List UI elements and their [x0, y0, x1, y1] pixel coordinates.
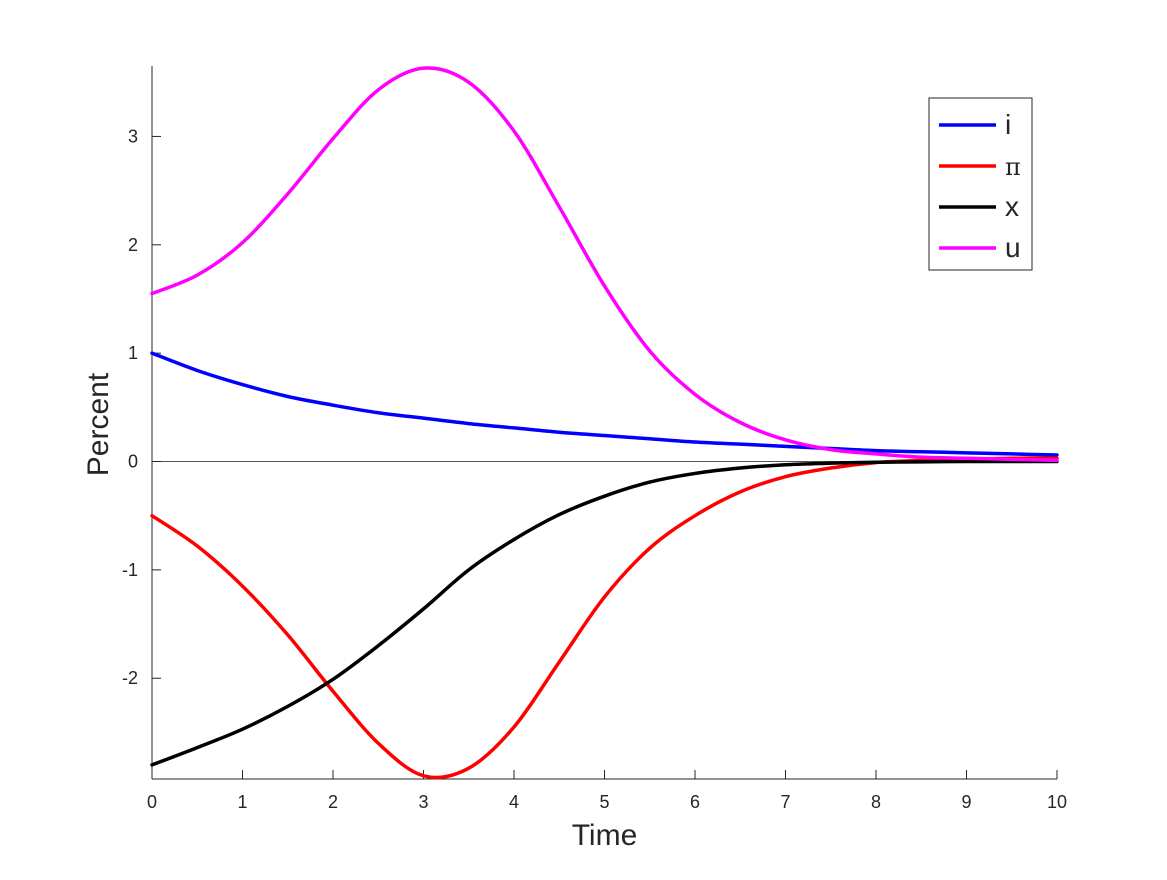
series-line-x: [150, 459, 1059, 767]
y-tick-label: -1: [122, 560, 138, 580]
y-tick-label: 0: [128, 452, 138, 472]
legend-label-u: u: [1005, 232, 1021, 263]
series-line-pi: [150, 456, 1059, 780]
x-tick-label: 4: [509, 792, 519, 812]
y-tick-label: 3: [128, 126, 138, 146]
x-tick-label: 2: [328, 792, 338, 812]
y-tick-label: 1: [128, 343, 138, 363]
series-line-i: [150, 351, 1059, 457]
legend-label-x: x: [1005, 191, 1019, 222]
x-tick-label: 0: [147, 792, 157, 812]
y-axis-title: Percent: [82, 372, 115, 476]
series-line-u: [150, 66, 1059, 463]
x-tick-label: 10: [1047, 792, 1067, 812]
y-tick-label: -2: [122, 668, 138, 688]
axes: 0 1 2 3 4 5 6 7 8 9 10 -2 -1 0 1 2 3: [122, 66, 1067, 812]
legend-label-pi: π: [1005, 153, 1021, 181]
x-axis-title: Time: [572, 819, 638, 852]
y-tick-label: 2: [128, 235, 138, 255]
x-tick-label: 7: [780, 792, 790, 812]
x-tick-label: 9: [961, 792, 971, 812]
x-tick-label: 8: [871, 792, 881, 812]
legend-label-i: i: [1005, 109, 1011, 140]
x-tick-label: 5: [599, 792, 609, 812]
x-tick-label: 6: [690, 792, 700, 812]
x-tick-label: 1: [237, 792, 247, 812]
series-lines: [150, 66, 1059, 780]
x-tick-label: 3: [418, 792, 428, 812]
